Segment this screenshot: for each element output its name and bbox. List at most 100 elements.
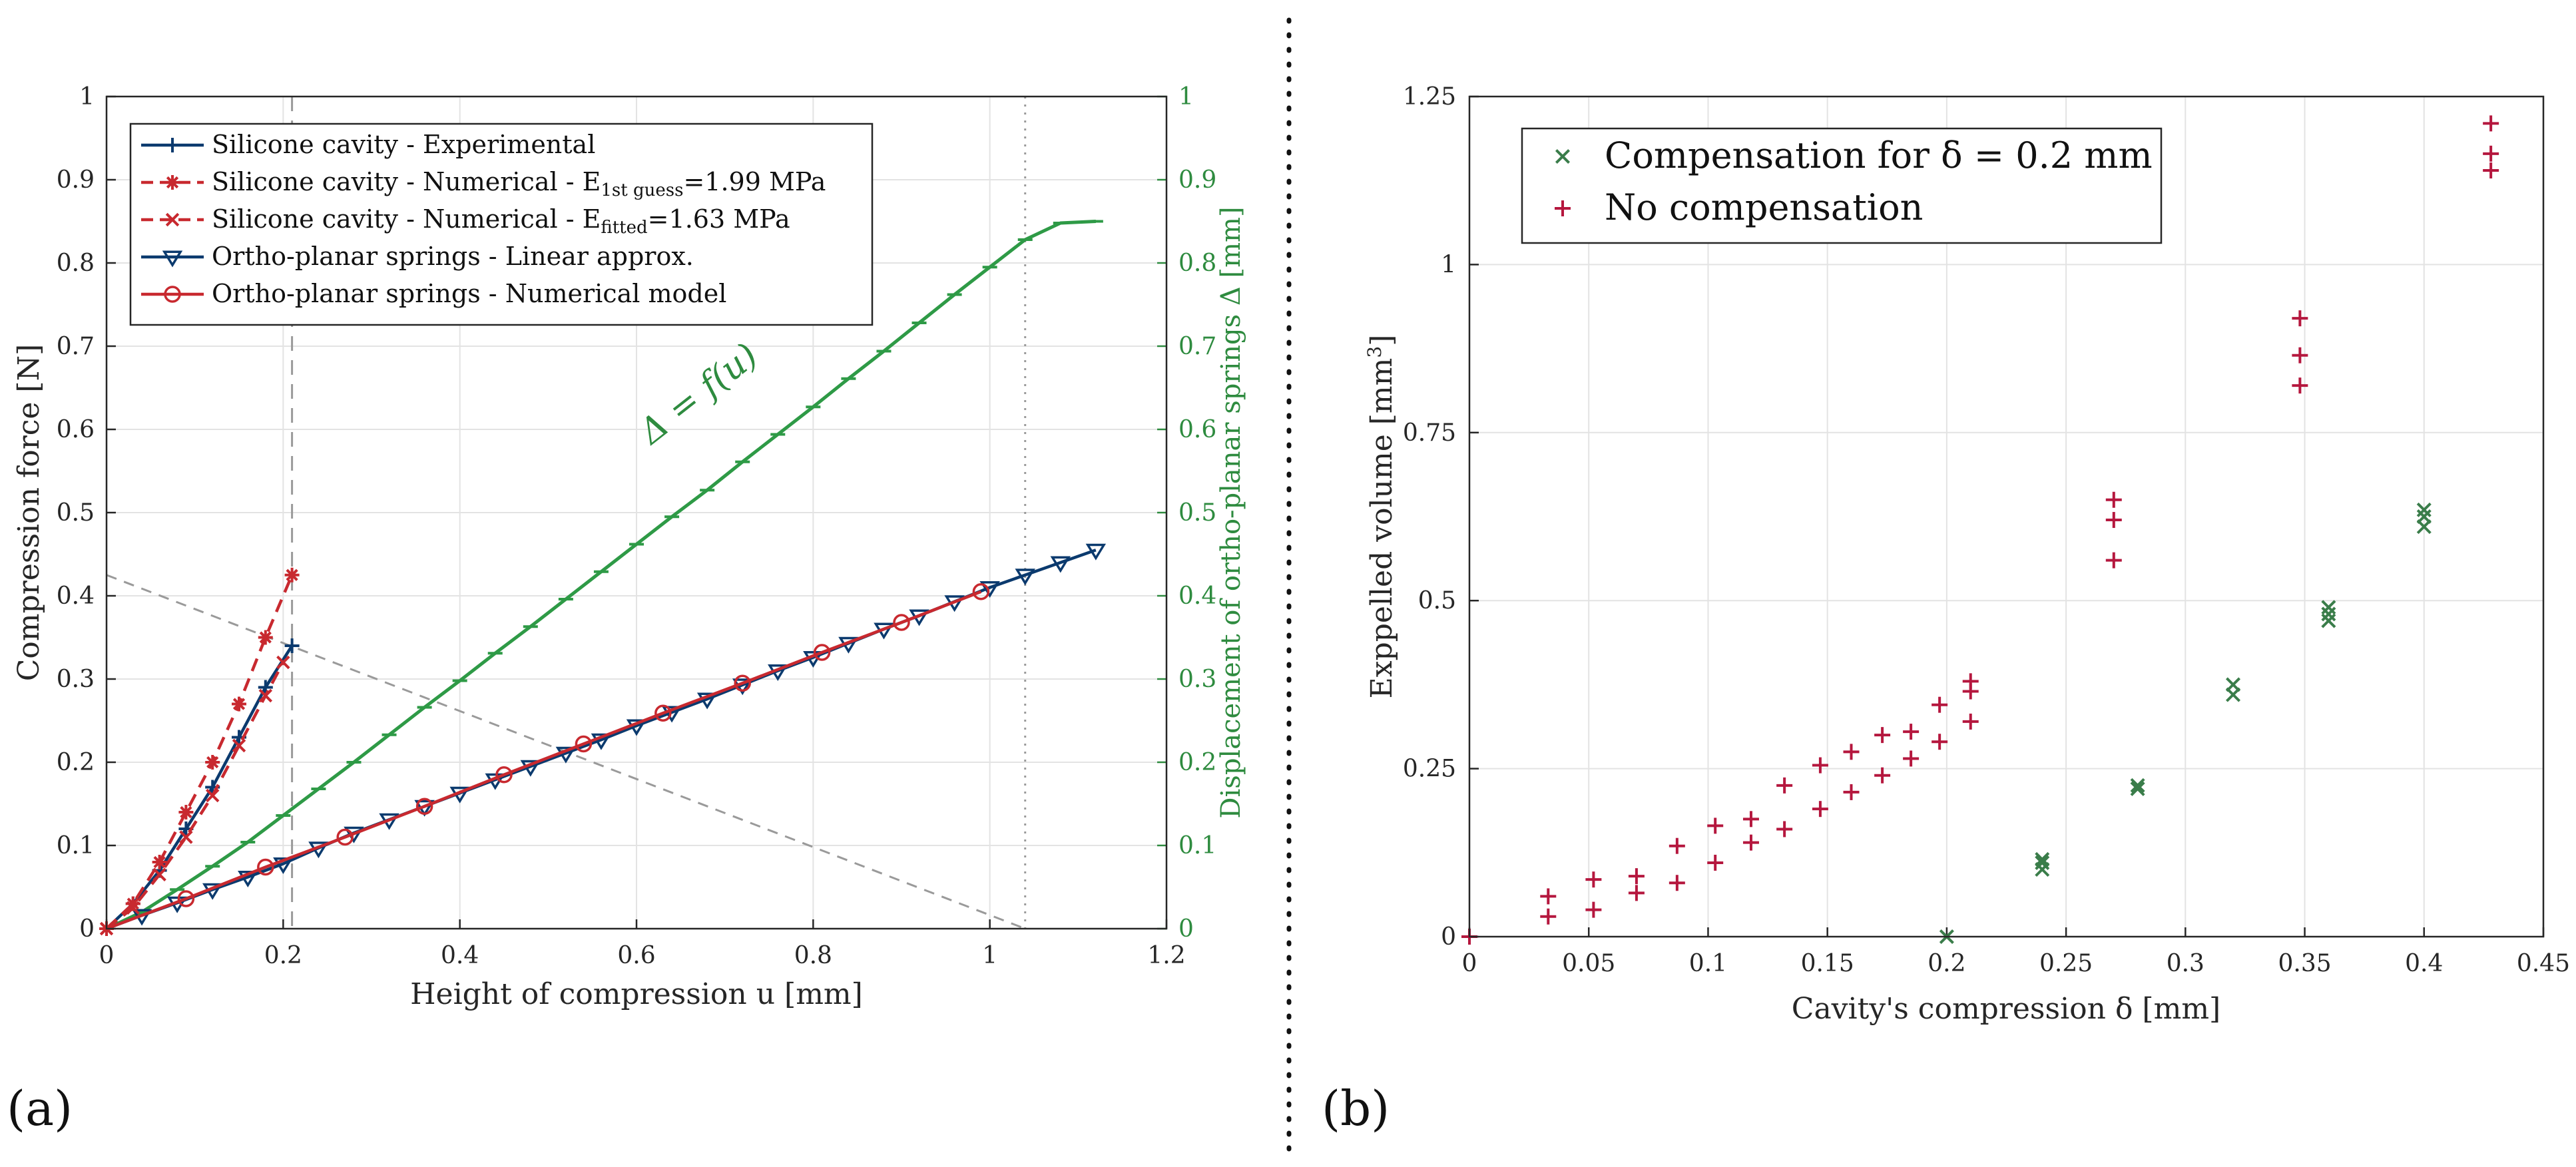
a-ytick-label-6: 0.6 bbox=[57, 416, 95, 443]
b-xtick-label-6: 0.3 bbox=[2167, 950, 2204, 977]
a-series-2-point-3 bbox=[179, 830, 193, 844]
panel-a: 0 0.2 0.4 0.6 0.8 1 1.2 0 0.1 0.2 0.3 0.4 0.5 0.6 0.7… bbox=[7, 83, 1246, 1136]
b-series-0-point-7-d2 bbox=[2226, 677, 2241, 692]
a-series-2-point-7 bbox=[276, 655, 290, 670]
a-series-2 bbox=[99, 655, 290, 936]
a-series-2-point-1 bbox=[126, 901, 140, 915]
b-series-1-point-27 bbox=[1962, 673, 1979, 690]
a-series-3-point-5 bbox=[273, 857, 294, 874]
a-series-3-point-26-tri bbox=[1015, 569, 1035, 586]
a-series-4-line bbox=[106, 590, 982, 931]
b-series-1-point-24 bbox=[1932, 696, 1948, 713]
a-series-4-point-8 bbox=[734, 674, 751, 692]
a-series-2-point-2 bbox=[152, 867, 166, 881]
b-series-0-point-4 bbox=[2130, 781, 2145, 796]
b-series-1-point-4 bbox=[1585, 871, 1602, 888]
a-series-3-point-12-tri bbox=[520, 760, 541, 777]
a-series-2-point-4-d2 bbox=[205, 788, 220, 803]
a-y2tick-label-1: 0.1 bbox=[1178, 832, 1216, 859]
a-legend-swatch-marker-1 bbox=[165, 175, 180, 190]
b-series-0-point-13-d2 bbox=[2416, 502, 2432, 517]
a-series-2-point-1-d2 bbox=[126, 901, 140, 915]
b-series-1-point-28 bbox=[2105, 552, 2122, 569]
b-series-1-point-7 bbox=[1669, 875, 1685, 891]
b-series-1-point-18 bbox=[1843, 744, 1860, 760]
a-xtick-label-3: 0.6 bbox=[617, 942, 655, 969]
a-legend-label-4: Ortho-planar springs - Linear approx. bbox=[212, 242, 694, 271]
b-ytick-label-5: 1.25 bbox=[1403, 83, 1456, 111]
a-y2tick-label-0: 0 bbox=[1178, 915, 1194, 943]
b-series-1-point-23 bbox=[1932, 734, 1948, 750]
b-xtick-label-9: 0.45 bbox=[2517, 950, 2570, 977]
b-series-1-point-14 bbox=[1776, 777, 1793, 794]
a-series-1-point-7-d2 bbox=[286, 569, 298, 581]
a-xtick-label-5: 1 bbox=[982, 942, 997, 969]
b-series-1-point-5 bbox=[1628, 885, 1645, 901]
b-series-0-point-3-d2 bbox=[2035, 851, 2050, 867]
a-series-3-point-5-tri bbox=[273, 857, 294, 874]
a-y2tick-label-6: 0.6 bbox=[1178, 416, 1216, 443]
a-ytick-label-10: 1 bbox=[79, 83, 95, 111]
b-series-1-point-21 bbox=[1903, 750, 1920, 767]
a-series-1-point-1-d2 bbox=[127, 897, 139, 910]
a-xtick-label-1: 0.2 bbox=[264, 942, 302, 969]
b-series-1 bbox=[1461, 115, 2499, 945]
a-series-1 bbox=[99, 567, 300, 936]
a-y-axis-label: Compression force [N] bbox=[12, 344, 46, 681]
b-series-1-point-12 bbox=[1742, 811, 1759, 827]
b-ytick-label-4: 1 bbox=[1441, 251, 1456, 278]
a-series-3-point-25-tri bbox=[979, 581, 1000, 598]
b-xtick-label-1: 0.05 bbox=[1562, 950, 1615, 977]
b-ytick-label-1: 0.25 bbox=[1403, 756, 1456, 783]
a-y2tick-label-4: 0.4 bbox=[1178, 583, 1216, 610]
b-series-1-point-16 bbox=[1812, 757, 1828, 774]
a-series-3-point-18-tri bbox=[732, 678, 753, 696]
a-series-4-point-11 bbox=[972, 583, 990, 600]
a-series-4-point-4-circle bbox=[415, 798, 433, 815]
b-xtick-label-5: 0.25 bbox=[2039, 950, 2093, 977]
a-series-3-point-15-tri bbox=[626, 719, 647, 736]
a-series-4-point-7-circle bbox=[654, 704, 672, 722]
b-series-1-point-20 bbox=[1874, 727, 1891, 744]
a-y2tick-label-2: 0.2 bbox=[1178, 749, 1216, 776]
a-series-2-point-4 bbox=[205, 788, 220, 803]
a-y2tick-label-8: 0.8 bbox=[1178, 250, 1216, 277]
b-legend-label-1: Compensation for δ = 0.2 mm bbox=[1605, 134, 2153, 176]
a-ytick-label-7: 0.7 bbox=[57, 333, 95, 360]
a-series-3-point-13-tri bbox=[555, 746, 577, 764]
a-legend-swatch-marker-2 bbox=[165, 212, 180, 227]
a-series-1-point-6 bbox=[258, 630, 273, 645]
b-series-1-point-32 bbox=[2292, 347, 2308, 363]
a-series-4-point-5 bbox=[495, 766, 513, 784]
a-series-4-point-3 bbox=[336, 828, 354, 846]
b-series-0-point-2-d2 bbox=[2035, 855, 2050, 870]
a-series-3-point-16 bbox=[661, 706, 682, 723]
a-legend-box bbox=[129, 122, 874, 326]
b-xtick-label-7: 0.35 bbox=[2278, 950, 2331, 977]
a-series-1-point-5-d2 bbox=[232, 698, 246, 710]
a-plot-frame bbox=[105, 95, 1168, 930]
b-y-axis-label: Exppelled volume [mm3] bbox=[1364, 335, 1399, 699]
a-series-1-point-7 bbox=[284, 567, 300, 583]
a-series-4-point-11-circle bbox=[972, 583, 990, 600]
a-x-axis-label: Height of compression u [mm] bbox=[410, 977, 863, 1011]
a-xtick-label-2: 0.4 bbox=[441, 942, 479, 969]
a-series-5 bbox=[99, 220, 1103, 931]
a-series-3-point-17 bbox=[696, 692, 718, 710]
a-xtick-label-4: 0.8 bbox=[794, 942, 832, 969]
b-series-0-point-5 bbox=[2130, 778, 2145, 793]
a-legend-swatch-marker-3 bbox=[162, 250, 183, 268]
a-series-2-point-5-d2 bbox=[232, 738, 246, 753]
b-series-1-point-34 bbox=[2483, 162, 2499, 179]
b-legend-label-2: No compensation bbox=[1605, 186, 1923, 228]
a-series-1-point-3-d2 bbox=[180, 806, 192, 819]
b-series bbox=[1461, 115, 2499, 945]
panel-b: 0 0.05 0.1 0.15 0.2 0.25 0.3 0.35 0.4 0.45 00.250… bbox=[1322, 83, 2570, 1136]
a-series-5-line bbox=[105, 220, 1096, 931]
b-series-1-point-22 bbox=[1903, 724, 1920, 740]
b-series-0-point-9 bbox=[2321, 606, 2336, 622]
b-series-1-point-31 bbox=[2292, 377, 2308, 394]
a-ytick-label-4: 0.4 bbox=[57, 583, 95, 610]
b-series-1-point-6 bbox=[1628, 868, 1645, 885]
panel-label-b: (b) bbox=[1322, 1080, 1390, 1136]
